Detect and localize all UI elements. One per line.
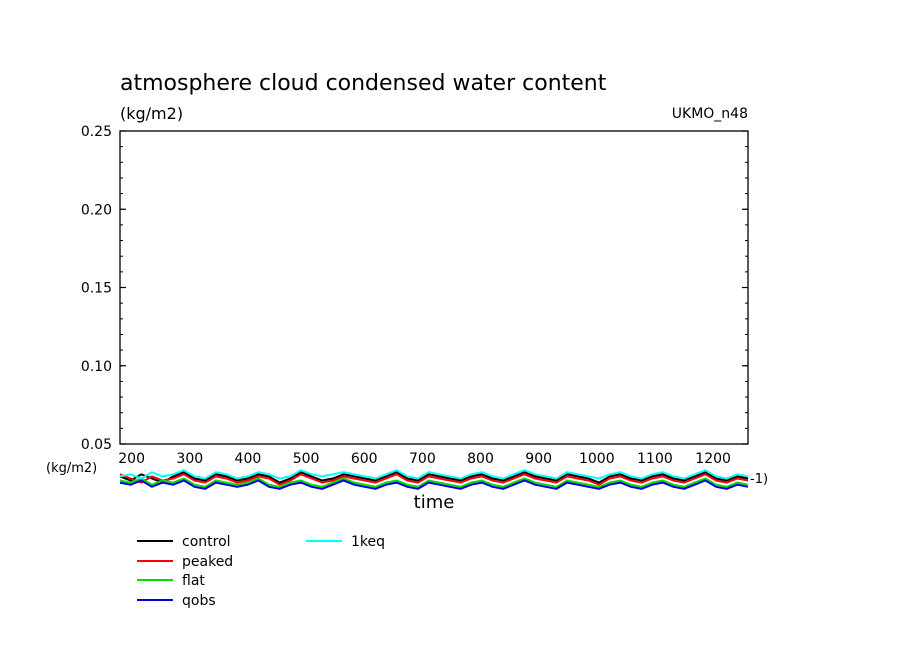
series-lines [119,469,749,490]
y-tick-label: 0.05 [81,437,112,453]
legend-label-1keq: 1keq [351,534,385,550]
x-tick-label: 200 [118,451,145,467]
x-tick-label: 600 [351,451,378,467]
legend-label-peaked: peaked [182,554,233,570]
y-tick-label: 0.25 [81,124,112,140]
series-line-qobs [119,479,749,490]
x-tick-label: 500 [293,451,320,467]
series-line-flat [119,477,749,488]
x-tick-label: 1200 [695,451,731,467]
series-line-1keq [119,469,749,480]
x-tick-label: 300 [176,451,203,467]
y-tick-label: 0.10 [81,359,112,375]
model-label: UKMO_n48 [672,106,748,122]
y-axis-ticks [120,130,748,445]
y-tick-label: 0.15 [81,281,112,297]
x-tick-label: 800 [467,451,494,467]
legend: control peaked flat qobs 1keq [137,534,385,609]
lower-suffix-label: -1) [750,472,768,487]
legend-label-flat: flat [182,573,205,589]
legend-label-qobs: qobs [182,593,216,609]
x-tick-label: 400 [235,451,262,467]
lower-units-label: (kg/m2) [46,461,97,476]
x-tick-label: 700 [409,451,436,467]
chart-title: atmosphere cloud condensed water content [120,71,607,96]
x-tick-label: 900 [525,451,552,467]
units-label: (kg/m2) [120,104,183,123]
y-tick-label: 0.20 [81,202,112,218]
legend-label-control: control [182,534,231,550]
series-line-peaked [119,473,749,486]
x-tick-label: 1000 [579,451,615,467]
x-axis-tick-labels: 200 300 400 500 600 700 800 900 1000 1100 1200 [118,451,731,467]
x-axis-label: time [414,492,455,513]
plot-frame [119,130,749,445]
x-tick-label: 1100 [637,451,673,467]
y-axis-tick-labels: 0.25 0.20 0.15 0.10 0.05 [81,124,112,453]
series-line-control [119,471,749,484]
